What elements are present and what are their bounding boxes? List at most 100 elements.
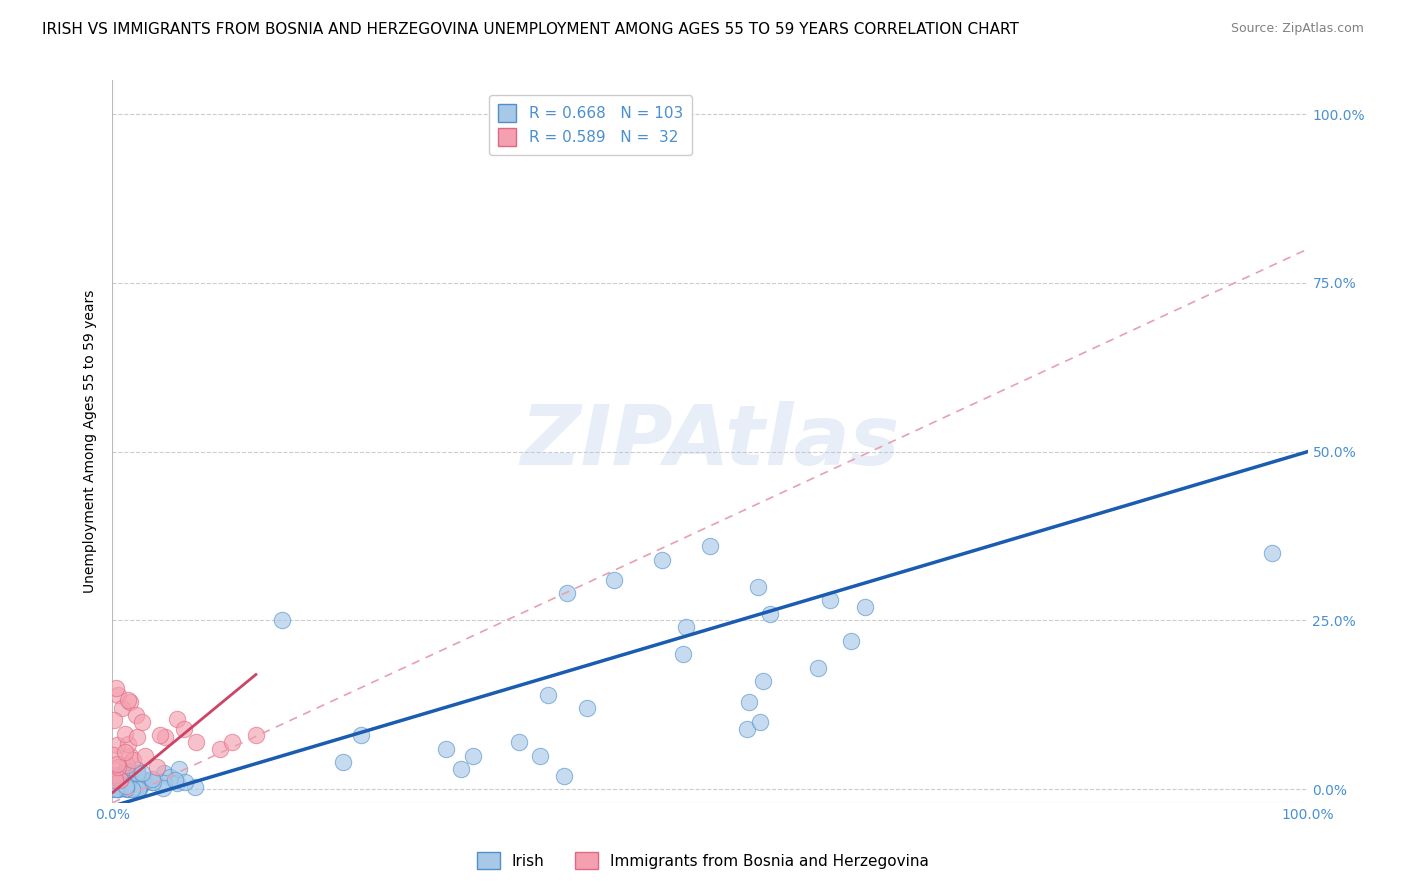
Point [107, 780, 129, 794]
Point [103, 713, 125, 727]
Point [221, 735, 243, 749]
Point [112, 766, 135, 780]
Point [672, 647, 695, 661]
Point [149, 728, 172, 742]
Point [107, 781, 129, 796]
Point [118, 781, 141, 796]
Point [434, 741, 457, 756]
Point [115, 780, 138, 795]
Point [450, 762, 472, 776]
Point [107, 779, 129, 793]
Point [120, 748, 142, 763]
Point [115, 781, 138, 796]
Point [101, 776, 124, 790]
Point [101, 778, 124, 792]
Point [114, 767, 136, 781]
Point [129, 780, 152, 794]
Point [855, 599, 877, 614]
Point [553, 769, 575, 783]
Point [122, 753, 145, 767]
Point [111, 772, 134, 787]
Point [111, 780, 134, 795]
Point [159, 770, 181, 784]
Y-axis label: Unemployment Among Ages 55 to 59 years: Unemployment Among Ages 55 to 59 years [83, 290, 97, 593]
Point [125, 779, 148, 793]
Text: Source: ZipAtlas.com: Source: ZipAtlas.com [1230, 22, 1364, 36]
Point [107, 760, 129, 774]
Point [117, 737, 139, 751]
Point [463, 748, 485, 763]
Point [127, 781, 149, 796]
Point [350, 728, 373, 742]
Point [245, 728, 267, 742]
Point [121, 773, 143, 788]
Point [108, 768, 131, 782]
Point [115, 779, 138, 793]
Point [110, 779, 132, 793]
Point [752, 674, 775, 689]
Point [675, 620, 697, 634]
Point [108, 770, 131, 784]
Point [115, 774, 138, 789]
Point [142, 775, 165, 789]
Point [105, 772, 128, 786]
Point [529, 748, 551, 763]
Point [183, 780, 205, 794]
Point [839, 633, 862, 648]
Point [105, 681, 128, 695]
Point [125, 708, 148, 723]
Legend: R = 0.668   N = 103, R = 0.589   N =  32: R = 0.668 N = 103, R = 0.589 N = 32 [489, 95, 692, 155]
Point [114, 780, 136, 795]
Point [121, 782, 143, 797]
Point [131, 766, 153, 780]
Point [332, 756, 354, 770]
Point [111, 772, 134, 787]
Point [114, 780, 136, 795]
Point [105, 738, 128, 752]
Point [699, 539, 721, 553]
Point [1261, 546, 1284, 560]
Point [104, 768, 127, 782]
Point [747, 580, 769, 594]
Point [134, 749, 156, 764]
Point [112, 778, 135, 792]
Point [153, 776, 176, 790]
Point [120, 777, 142, 791]
Point [169, 762, 191, 776]
Point [114, 727, 136, 741]
Point [117, 771, 139, 785]
Point [132, 775, 155, 789]
Point [117, 781, 139, 796]
Point [124, 781, 146, 796]
Point [128, 777, 150, 791]
Point [115, 758, 138, 772]
Point [759, 607, 782, 621]
Point [508, 735, 530, 749]
Point [111, 701, 134, 715]
Point [575, 701, 598, 715]
Point [103, 781, 125, 796]
Point [117, 693, 139, 707]
Point [173, 722, 195, 736]
Point [103, 780, 125, 795]
Point [117, 775, 139, 789]
Text: ZIPAtlas: ZIPAtlas [520, 401, 900, 482]
Point [153, 766, 176, 780]
Point [118, 775, 141, 789]
Point [186, 735, 208, 749]
Point [117, 781, 139, 796]
Point [603, 573, 626, 587]
Point [112, 777, 135, 791]
Point [749, 714, 772, 729]
Point [107, 782, 129, 797]
Point [120, 694, 142, 708]
Point [103, 777, 125, 791]
Point [163, 773, 186, 788]
Point [128, 780, 150, 795]
Point [110, 772, 132, 787]
Point [117, 775, 139, 789]
Point [114, 764, 136, 778]
Point [141, 772, 163, 786]
Point [146, 760, 169, 774]
Point [125, 730, 148, 744]
